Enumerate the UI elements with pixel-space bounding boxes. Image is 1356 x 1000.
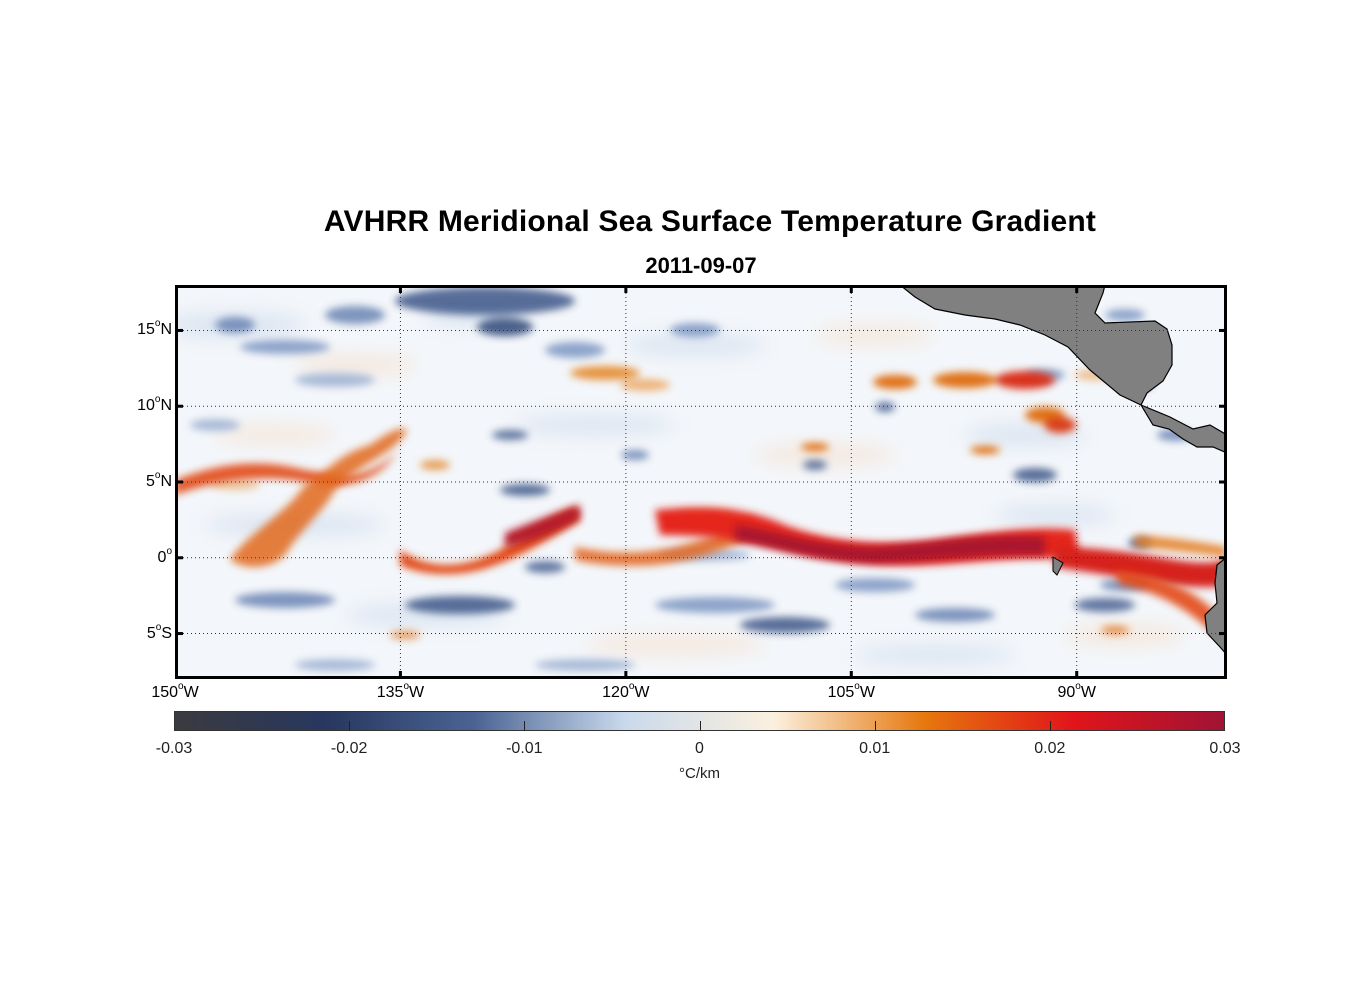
lon-hemisphere: W — [183, 684, 199, 701]
chart-subtitle: 2011-09-07 — [645, 253, 757, 278]
lon-tick-label: 135oW — [376, 681, 425, 702]
colorbar-tick-label: -0.01 — [506, 740, 543, 757]
colorbar-tick-label: 0.01 — [859, 740, 891, 757]
colorbar-labels: -0.03 -0.02 -0.01 0 0.01 0.02 0.03 — [156, 740, 1241, 760]
degree-symbol: o — [155, 621, 162, 633]
map-svg — [175, 285, 1227, 679]
colorbar-tick-label: 0.03 — [1209, 740, 1241, 757]
colorbar-tick — [349, 721, 351, 731]
degree-symbol: o — [628, 681, 635, 692]
lat-tick-label: 10oN — [137, 394, 172, 415]
lat-tick-label: 5oN — [145, 470, 172, 491]
colorbar-ticks — [174, 711, 1225, 731]
colorbar-tick — [874, 721, 876, 731]
lat-tick-number: 15 — [137, 321, 155, 339]
lat-tick-label: 0o — [157, 545, 172, 567]
degree-symbol: o — [154, 318, 161, 330]
degree-symbol: o — [154, 394, 161, 406]
degree-symbol: o — [178, 681, 184, 692]
colorbar-tick-label: 0 — [695, 740, 704, 757]
colorbar-tick-label: -0.03 — [155, 740, 193, 757]
colorbar-tick-label: -0.02 — [330, 740, 368, 757]
lat-hemisphere: S — [161, 624, 172, 642]
lon-hemisphere: W — [1080, 684, 1096, 701]
gradient-texture-light — [175, 305, 1185, 664]
lat-tick-label: 15oN — [137, 318, 172, 339]
degree-symbol: o — [154, 470, 161, 481]
degree-symbol: o — [1075, 681, 1081, 692]
chart-title: AVHRR Meridional Sea Surface Temperature… — [323, 205, 1097, 238]
lat-tick-number: 10 — [137, 397, 155, 415]
longitude-labels: 150oW 135oW 120oW 105oW 90oW — [151, 681, 1227, 708]
lon-tick-label: 90oW — [1057, 681, 1096, 702]
degree-symbol: o — [166, 545, 172, 557]
lon-tick-number: 150 — [151, 684, 179, 701]
map-tick-marks — [175, 285, 1227, 679]
lat-tick-label: 5oS — [146, 621, 172, 643]
lon-hemisphere: W — [409, 684, 425, 701]
lon-tick-number: 90 — [1057, 684, 1076, 701]
negative-gradient-features — [190, 287, 1193, 671]
colorbar-tick-label: 0.02 — [1034, 740, 1066, 757]
lat-hemisphere: N — [160, 321, 172, 339]
lon-tick-number: 135 — [376, 684, 404, 701]
lon-tick-label: 120oW — [602, 681, 650, 702]
lon-tick-number: 105 — [827, 684, 855, 701]
lat-hemisphere: N — [160, 473, 172, 490]
lat-hemisphere: N — [160, 397, 172, 415]
land-masses — [899, 285, 1227, 656]
lat-tick-number: 5 — [146, 624, 156, 642]
latitude-labels: 15oN 10oN 5oN 0o 5oS — [100, 285, 172, 679]
lon-tick-label: 150oW — [151, 681, 199, 702]
colorbar-tick — [1049, 721, 1051, 731]
lon-tick-number: 120 — [602, 684, 629, 701]
lon-hemisphere: W — [634, 684, 650, 701]
lon-hemisphere: W — [859, 684, 875, 701]
colorbar-unit: °C/km — [679, 765, 720, 782]
degree-symbol: o — [403, 681, 409, 692]
lat-tick-number: 0 — [157, 548, 167, 566]
map-panel — [175, 285, 1227, 679]
lat-tick-number: 5 — [145, 473, 155, 490]
colorbar-tick — [524, 721, 526, 731]
lon-tick-label: 105oW — [827, 681, 875, 702]
map-gridlines — [175, 285, 1227, 679]
degree-symbol: o — [854, 681, 860, 692]
colorbar-tick — [699, 721, 701, 731]
